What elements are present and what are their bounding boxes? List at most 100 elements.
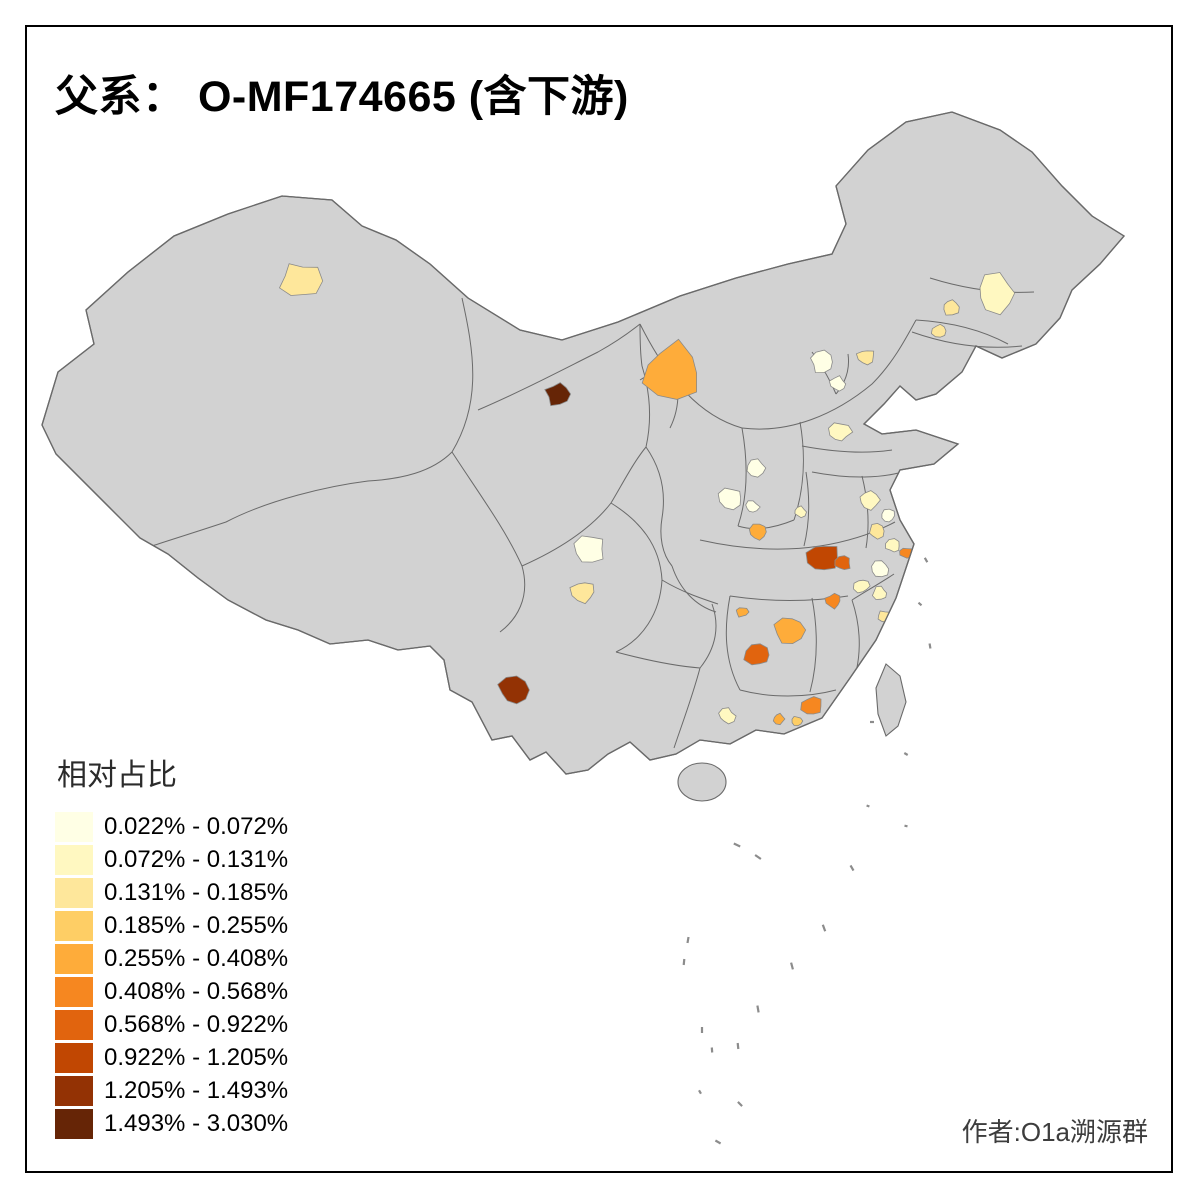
province-border [671,565,717,613]
legend-swatch [55,811,93,842]
legend-rows: 0.022% - 0.072% 0.072% - 0.131% 0.131% - 0… [55,810,288,1140]
map-region [930,323,947,338]
island-mark [756,1005,760,1013]
map-region [810,349,833,374]
map-region [718,707,737,725]
legend-label: 0.072% - 0.131% [104,845,289,873]
map-region [641,338,697,400]
map-region [773,617,807,645]
legend-swatch [55,1009,93,1040]
legend-label: 0.185% - 0.255% [104,911,289,939]
province-border [741,319,917,430]
map-region [791,715,804,727]
map-region [717,487,742,511]
island-mark [754,854,762,860]
legend-row: 0.408% - 0.568% [55,975,288,1008]
legend-label: 1.205% - 1.493% [104,1076,289,1104]
legend-swatch [55,1108,93,1139]
legend: 相对占比 0.022% - 0.072% 0.072% - 0.131% 0.131… [55,750,288,1140]
legend-label: 0.131% - 0.185% [104,878,289,906]
province-border [639,323,650,448]
legend-label: 0.568% - 0.922% [104,1010,289,1038]
map-region [805,545,838,571]
map-region [544,382,572,407]
legend-label: 0.922% - 1.205% [104,1043,289,1071]
map-region [745,500,761,513]
province-border [610,502,663,653]
island-mark [682,958,686,966]
legend-row: 0.072% - 0.131% [55,843,288,876]
china-outline-stroke [41,111,1125,775]
legend-row: 0.568% - 0.922% [55,1008,288,1041]
island-mark [698,1089,702,1095]
province-border [851,573,895,601]
province-border [911,331,1023,348]
taiwan-island [875,663,907,737]
legend-row: 1.205% - 1.493% [55,1074,288,1107]
province-border [861,475,869,549]
island-mark [866,804,870,808]
legend-row: 1.493% - 3.030% [55,1107,288,1140]
map-region [794,505,807,519]
province-border [803,471,810,547]
island-mark [917,601,923,607]
legend-row: 0.255% - 0.408% [55,942,288,975]
island-mark [790,962,794,970]
island-mark [737,1101,743,1107]
map-region [824,592,841,610]
legend-swatch [55,1075,93,1106]
province-border [645,446,673,567]
legend-label: 0.255% - 0.408% [104,944,289,972]
china-mainland-outline [41,111,1125,775]
province-border [801,445,893,453]
map-region [743,643,770,666]
map-region [943,299,960,316]
map-region [497,675,530,705]
island-mark [903,752,909,756]
province-border [451,451,526,633]
legend-row: 0.185% - 0.255% [55,909,288,942]
province-border [151,297,474,547]
legend-title: 相对占比 [57,759,177,792]
map-region [885,538,900,553]
province-border [615,651,701,669]
island-mark [686,936,690,944]
colored-regions [278,263,1016,727]
legend-swatch [55,877,93,908]
island-mark [849,864,855,872]
province-border [739,689,837,697]
map-region [746,458,767,478]
map-region [859,490,881,511]
map-region [828,375,847,392]
map-region [871,585,888,600]
island-mark [821,924,827,932]
map-region [735,607,750,618]
map-region [869,522,885,540]
map-region [800,696,822,715]
province-border [725,595,741,691]
island-mark [736,1042,740,1050]
province-borders [151,277,1035,749]
map-region [855,350,875,366]
island-mark [923,557,929,563]
province-border [477,323,641,411]
author-credit: 作者:O1a溯源群 [961,1117,1148,1147]
province-border [737,427,747,527]
legend-swatch [55,910,93,941]
province-border [673,667,701,749]
legend-row: 0.922% - 1.205% [55,1041,288,1074]
hainan-island [677,762,727,802]
legend-swatch [55,976,93,1007]
island-mark [733,842,741,848]
province-border [809,597,817,693]
province-border [521,446,647,567]
legend-swatch [55,943,93,974]
island-mark [928,643,932,649]
map-region [852,579,871,594]
map-region [748,523,767,541]
map-region [871,560,890,578]
legend-swatch [55,844,93,875]
legend-label: 0.408% - 0.568% [104,977,289,1005]
map-region [828,422,854,442]
